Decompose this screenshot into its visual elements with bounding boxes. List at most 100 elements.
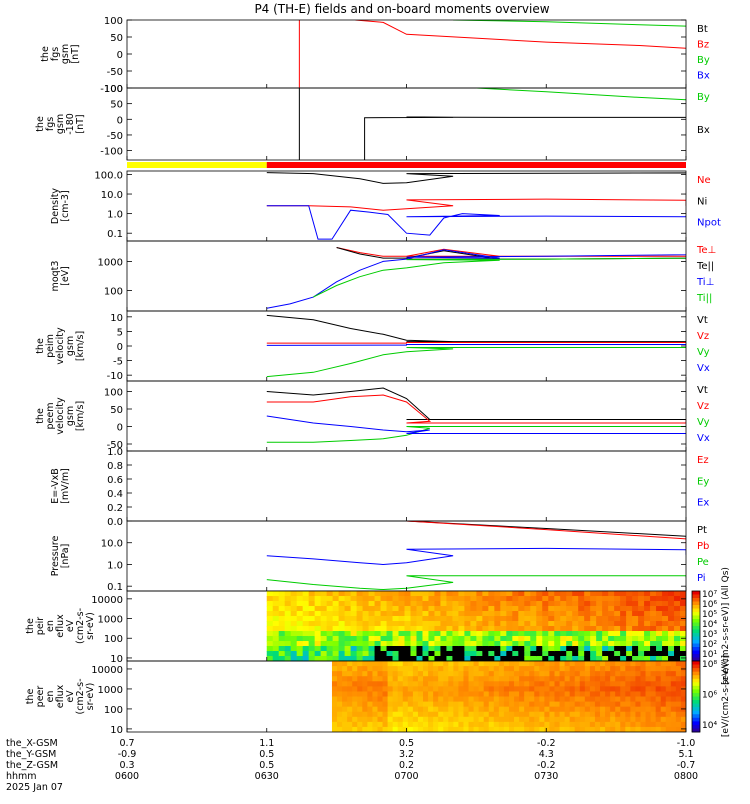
spectrogram-cell [417,661,424,667]
spectrogram-cell [357,696,363,703]
spectrogram-cell [473,701,480,708]
y-axis-label-line: peir [35,617,46,636]
spectrogram-cell [443,666,449,672]
spectrogram-cell [544,726,551,732]
y-axis-label-line: eV [65,690,76,703]
spectrogram-cell [506,631,513,637]
spectrogram-cell [284,641,292,647]
spectrogram-cell [331,721,338,728]
spectrogram-cell [326,646,334,652]
y-axis-label: E=-VxB [mV/m] [50,468,71,504]
spectrogram-cell [615,661,621,667]
spectrogram-cell [675,676,682,682]
y-axis-label: the peer en eflux eV (cm2-s-sr-eV) [25,678,96,714]
x-row-value: 0.7 [119,738,134,749]
spectrogram-cell [357,716,363,723]
legend-label: Ez [697,455,709,466]
spectrogram-cell [377,696,384,703]
spectrogram-cell [632,646,639,652]
spectrogram-cell [644,621,651,627]
spectrogram-cell [308,636,316,642]
spectrogram-cell [272,621,280,627]
spectrogram-cell [549,696,556,703]
spectrogram-cell [464,616,471,622]
spectrogram-cell [331,701,338,708]
spectrogram-cell [362,626,370,632]
spectrogram-cell [443,696,449,703]
spectrogram-cell [584,591,591,597]
series-Ti|| [313,248,686,298]
colorbar-segment [692,598,700,602]
spectrogram-cell [433,696,439,703]
spectrogram-cell [662,651,669,657]
spectrogram-cell [566,636,573,642]
spectrogram-cell [554,711,561,718]
spectrogram-cell [416,616,424,622]
colorbar-segment [692,622,700,627]
spectrogram-cell [278,646,286,652]
y-axis-label: Density [cm-3] [50,188,71,224]
spectrogram-cell [458,631,465,637]
spectrogram-cell [530,626,537,632]
spectrogram-cell [665,686,672,693]
spectrogram-cell [473,706,480,713]
colorbar-tick-label: 10⁴ [702,620,717,630]
spectrogram-cell [640,676,647,682]
spectrogram-cell [668,641,675,647]
spectrogram-cell [626,601,633,607]
spectrogram-cell [572,601,579,607]
spectrogram-cell [350,596,358,602]
spectrogram-cell [380,611,388,617]
spectrogram-cell [438,701,444,708]
spectrogram-cell [494,601,501,607]
spectrogram-cell [357,686,363,693]
spectrogram-cell [610,671,616,677]
spectrogram-cell [590,601,597,607]
spectrogram-cell [386,656,394,661]
spectrogram-cell [650,611,657,617]
spectrogram-cell [572,626,579,632]
spectrogram-cell [407,706,414,713]
spectrogram-cell [448,701,454,708]
spectrogram-cell [404,611,412,617]
y-axis-label-line: eflux [55,684,66,708]
spectrogram-cell [452,596,460,602]
spectrogram-cell [488,641,495,647]
spectrogram-cell [320,596,328,602]
spectrogram-cell [290,606,298,612]
spectrogram-cell [458,721,465,728]
spectrogram-cell [514,671,520,677]
spectrogram-cell [483,676,490,682]
spectrogram-cell [337,696,343,703]
spectrogram-cell [434,616,442,622]
spectrogram-cell [397,681,404,687]
spectrogram-cell [549,716,556,723]
spectrogram-cell [589,661,596,667]
spectrogram-cell [610,676,616,682]
spectrogram-cell [579,696,586,703]
spectrogram-cell [554,661,561,667]
spectrogram-cell [362,591,370,597]
spectrogram-cell [350,646,358,652]
spectrogram-cell [347,676,353,682]
spectrogram-cell [428,616,436,622]
spectrogram-cell [326,591,334,597]
spectrogram-cell [476,646,483,652]
spectrogram-cell [387,711,394,718]
spectrogram-cell [645,711,652,718]
spectrogram-cell [488,666,495,672]
spectrogram-cell [342,701,348,708]
spectrogram-cell [569,716,576,723]
colorbar-segment [692,675,700,680]
spectrogram-cell [434,636,442,642]
spectrogram-cell [470,646,477,652]
spectrogram-cell [278,606,286,612]
spectrogram-cell [600,701,606,708]
spectrogram-cell [284,636,292,642]
spectrogram-cell [610,701,616,708]
spectrogram-cell [338,591,346,597]
spectrogram-cell [539,691,545,698]
spectrogram-cell [314,596,322,602]
spectrogram-cell [308,646,316,652]
spectrogram-cell [590,596,597,602]
